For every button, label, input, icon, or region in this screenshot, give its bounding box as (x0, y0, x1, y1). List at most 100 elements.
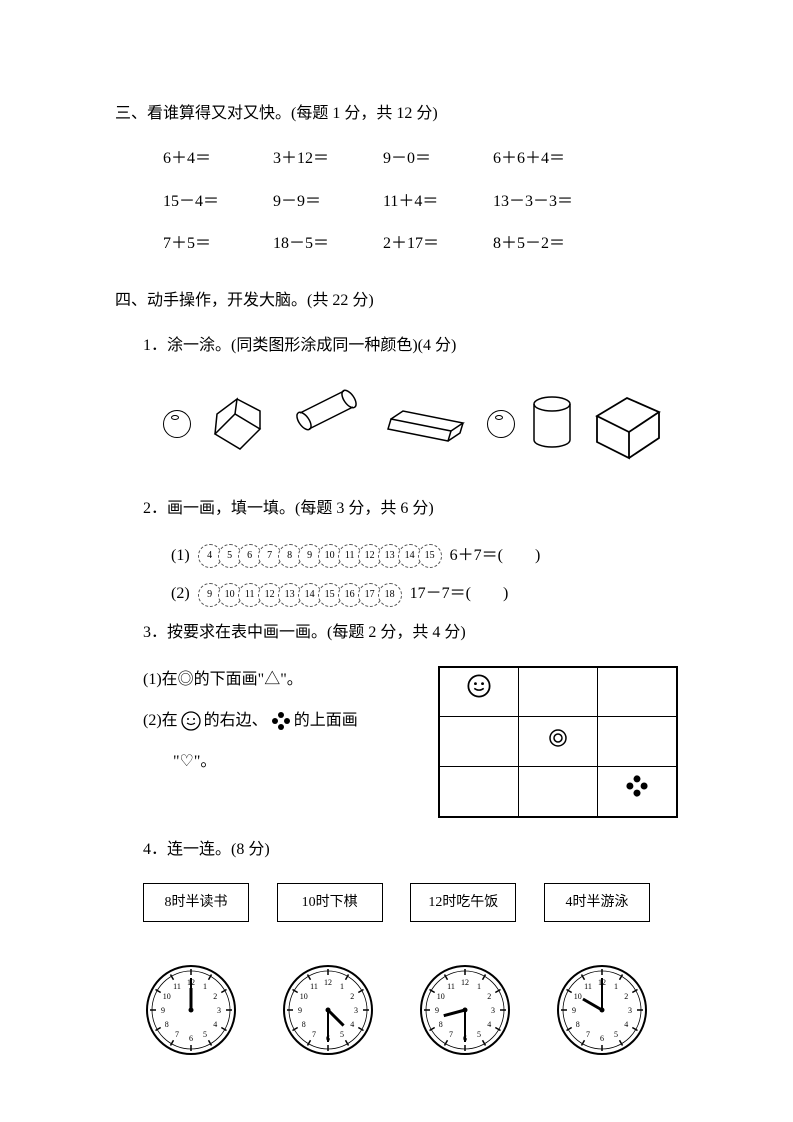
svg-text:9: 9 (435, 1006, 439, 1015)
smiley-icon (466, 673, 492, 699)
bead-row: 9101112131415161718 (198, 583, 402, 607)
arith-cell: 8＋5－2＝ (493, 230, 633, 259)
svg-text:4: 4 (624, 1020, 628, 1029)
svg-text:11: 11 (447, 982, 455, 991)
svg-text:10: 10 (163, 992, 171, 1001)
svg-text:11: 11 (584, 982, 592, 991)
svg-text:12: 12 (461, 978, 469, 987)
bead: 15 (418, 544, 442, 568)
svg-text:8: 8 (439, 1020, 443, 1029)
sphere-icon (163, 410, 191, 438)
q4-3-content: (1)在◎的下面画"△"。 (2)在 的右边、 的上面画 "♡"。 (143, 666, 678, 818)
grid-cell (598, 717, 677, 767)
arith-row-3: 7＋5＝ 18－5＝ 2＋17＝ 8＋5－2＝ (163, 230, 678, 259)
svg-text:10: 10 (574, 992, 582, 1001)
svg-text:2: 2 (487, 992, 491, 1001)
q4-3-text: (1)在◎的下面画"△"。 (2)在 的右边、 的上面画 "♡"。 (143, 666, 418, 788)
cuboid-icon (383, 399, 473, 449)
svg-text:11: 11 (310, 982, 318, 991)
svg-text:1: 1 (340, 982, 344, 991)
cube-icon (205, 389, 275, 459)
cube-icon (589, 386, 667, 462)
arith-cell: 9－9＝ (273, 188, 383, 217)
q4-2-item-1: (1) 456789101112131415 6＋7＝( ) (171, 542, 678, 571)
q4-2-title: 2．画一画，填一填。(每题 3 分，共 6 分) (143, 495, 678, 524)
arith-cell: 15－4＝ (163, 188, 273, 217)
activity-box: 8时半读书 (143, 883, 249, 922)
svg-text:7: 7 (449, 1030, 453, 1039)
q4-3-line1: (1)在◎的下面画"△"。 (143, 666, 418, 695)
clock-icon: 121234567891011 (554, 962, 650, 1058)
q4-2-item-2: (2) 9101112131415161718 17－7＝( ) (171, 580, 678, 609)
arith-row-2: 15－4＝ 9－9＝ 11＋4＝ 13－3－3＝ (163, 188, 678, 217)
item-label: (1) (171, 542, 190, 571)
svg-text:10: 10 (437, 992, 445, 1001)
svg-text:8: 8 (302, 1020, 306, 1029)
q4-1-title: 1．涂一涂。(同类图形涂成同一种颜色)(4 分) (143, 332, 678, 361)
svg-text:2: 2 (350, 992, 354, 1001)
section3-title: 三、看谁算得又对又快。(每题 1 分，共 12 分) (115, 100, 678, 129)
grid-cell (439, 767, 518, 817)
q4-3-line2: (2)在 的右边、 的上面画 (143, 707, 418, 736)
arith-row-1: 6＋4＝ 3＋12＝ 9－0＝ 6＋6＋4＝ (163, 145, 678, 174)
equation-text: 17－7＝( ) (410, 580, 509, 609)
svg-text:7: 7 (175, 1030, 179, 1039)
q4-3-title: 3．按要求在表中画一画。(每题 2 分，共 4 分) (143, 619, 678, 648)
bead-row: 456789101112131415 (198, 544, 442, 568)
txt: (2)在 (143, 707, 178, 736)
txt: 的上面画 (294, 707, 358, 736)
txt: 的右边、 (204, 707, 268, 736)
svg-text:4: 4 (350, 1020, 354, 1029)
q4-1: 1．涂一涂。(同类图形涂成同一种颜色)(4 分) (143, 332, 678, 361)
smiley-icon (180, 710, 202, 732)
grid-cell (598, 767, 677, 817)
position-grid (438, 666, 678, 818)
q4-3-line3: "♡"。 (173, 748, 418, 777)
arith-grid: 6＋4＝ 3＋12＝ 9－0＝ 6＋6＋4＝ 15－4＝ 9－9＝ 11＋4＝ … (163, 145, 678, 259)
activity-boxes: 8时半读书 10时下棋 12时吃午饭 4时半游泳 (143, 883, 650, 922)
q4-4-title: 4．连一连。(8 分) (143, 836, 678, 865)
clock-icon: 121234567891011 (417, 962, 513, 1058)
activity-box: 12时吃午饭 (410, 883, 516, 922)
svg-text:1: 1 (477, 982, 481, 991)
arith-cell: 9－0＝ (383, 145, 493, 174)
svg-text:7: 7 (586, 1030, 590, 1039)
arith-cell: 6＋4＝ (163, 145, 273, 174)
svg-text:2: 2 (624, 992, 628, 1001)
svg-text:2: 2 (213, 992, 217, 1001)
item-label: (2) (171, 580, 190, 609)
grid-cell (439, 667, 518, 717)
flower-icon (270, 710, 292, 732)
clock-icon: 121234567891011 (280, 962, 376, 1058)
svg-text:5: 5 (614, 1030, 618, 1039)
activity-box: 10时下棋 (277, 883, 383, 922)
svg-text:9: 9 (572, 1006, 576, 1015)
arith-cell: 18－5＝ (273, 230, 383, 259)
svg-text:5: 5 (203, 1030, 207, 1039)
svg-text:5: 5 (340, 1030, 344, 1039)
bead: 18 (378, 583, 402, 607)
svg-text:5: 5 (477, 1030, 481, 1039)
svg-text:4: 4 (213, 1020, 217, 1029)
grid-cell (518, 717, 597, 767)
svg-text:9: 9 (161, 1006, 165, 1015)
svg-text:11: 11 (173, 982, 181, 991)
grid-cell (518, 767, 597, 817)
svg-text:7: 7 (312, 1030, 316, 1039)
svg-text:3: 3 (491, 1006, 495, 1015)
arith-cell: 3＋12＝ (273, 145, 383, 174)
flower-icon (625, 774, 649, 798)
shapes-row (163, 379, 678, 469)
sphere-icon (487, 410, 515, 438)
svg-text:10: 10 (300, 992, 308, 1001)
activity-box: 4时半游泳 (544, 883, 650, 922)
cylinder-icon (289, 389, 369, 459)
svg-text:3: 3 (628, 1006, 632, 1015)
svg-text:4: 4 (487, 1020, 491, 1029)
clocks-row: 121234567891011 121234567891011 12123456… (143, 962, 650, 1058)
arith-cell: 2＋17＝ (383, 230, 493, 259)
svg-text:12: 12 (324, 978, 332, 987)
svg-text:8: 8 (165, 1020, 169, 1029)
svg-text:6: 6 (189, 1034, 193, 1043)
arith-cell: 6＋6＋4＝ (493, 145, 633, 174)
